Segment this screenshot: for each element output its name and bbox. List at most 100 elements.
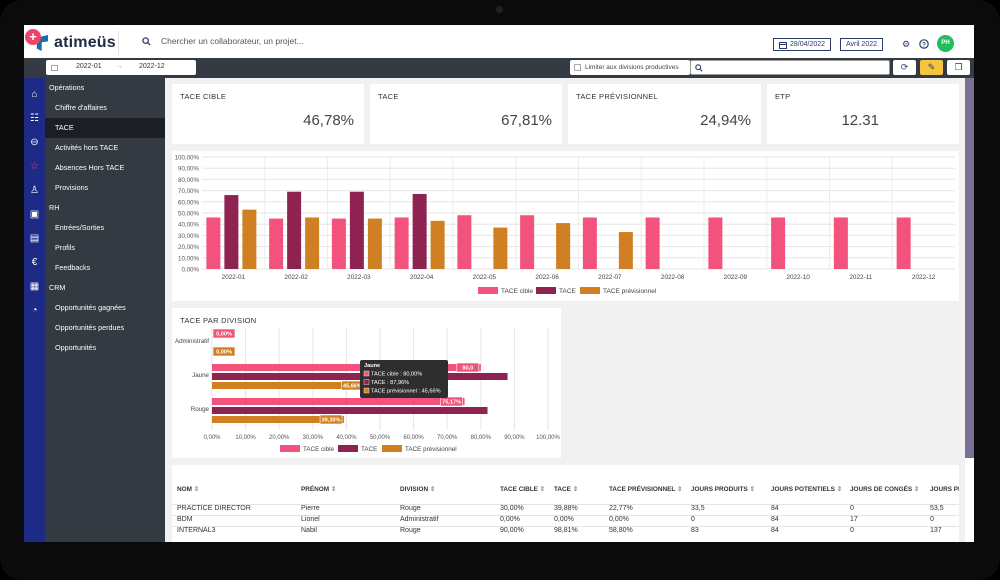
bar-cible[interactable] <box>833 217 848 269</box>
avatar[interactable]: PH <box>937 35 954 52</box>
column-header[interactable]: JOURS PRODUITS ⇕ <box>691 485 755 493</box>
tooltip-swatch <box>363 379 370 385</box>
table-cell[interactable]: BDM <box>177 516 193 523</box>
bar-cible[interactable] <box>394 217 409 269</box>
y-tick-label: 50,00% <box>178 211 199 218</box>
menu-item[interactable]: Opportunités perdues <box>55 323 125 332</box>
logo[interactable]: atimeüs <box>34 34 116 52</box>
bar-tace[interactable] <box>287 191 302 269</box>
bar-cible[interactable] <box>645 217 660 269</box>
column-header[interactable]: TACE CIBLE ⇕ <box>500 485 545 493</box>
table-cell: 0,00% <box>500 516 520 523</box>
legend-label[interactable]: TACE cible <box>303 446 335 453</box>
bar-cible[interactable] <box>896 217 911 269</box>
bar-prev[interactable] <box>305 217 320 269</box>
limit-productive-checkbox[interactable]: Limiter aux divisions productives <box>570 60 690 75</box>
date-button[interactable]: 28/04/2022 <box>773 38 832 51</box>
legend-label[interactable]: TACE <box>361 446 377 453</box>
bar-prev[interactable] <box>493 227 508 269</box>
column-header[interactable]: PRÉNOM ⇕ <box>301 485 336 493</box>
add-button[interactable]: + <box>25 29 41 45</box>
bar-cible[interactable] <box>212 398 465 405</box>
scrollbar[interactable] <box>965 78 974 458</box>
bar-tace[interactable] <box>224 195 239 269</box>
duplicate-button[interactable]: ❐ <box>947 60 970 75</box>
edit-button[interactable]: ✎ <box>920 60 943 75</box>
row-divider <box>172 526 959 527</box>
home-icon[interactable]: ⌂ <box>31 89 38 100</box>
person-icon[interactable]: ♙ <box>30 185 39 196</box>
x-tick-label: 0,00% <box>203 435 221 441</box>
legend-label[interactable]: TACE prévisionnel <box>603 288 657 295</box>
bar-prev[interactable] <box>618 232 633 269</box>
data-label: 45,66% <box>343 384 362 390</box>
column-header[interactable]: JOURS PR ⇕ <box>930 485 959 493</box>
column-header[interactable]: JOURS DE CONGÉS ⇕ <box>850 485 919 493</box>
menu-item[interactable]: Feedbacks <box>55 263 91 272</box>
menu-section: CRM <box>49 283 66 292</box>
box-icon[interactable]: ▣ <box>29 209 40 220</box>
bar-cible[interactable] <box>331 218 346 269</box>
column-header[interactable]: NOM ⇕ <box>177 485 199 493</box>
filter-search-input[interactable] <box>690 60 890 75</box>
table-cell[interactable]: PRACTICE DIRECTOR <box>177 505 251 512</box>
menu-item[interactable]: Absences Hors TACE <box>55 163 125 172</box>
arrow-left-circle-icon[interactable]: ⊖ <box>30 137 39 148</box>
bar-tace[interactable] <box>412 193 427 269</box>
column-header[interactable]: TACE PRÉVISIONNEL ⇕ <box>609 485 682 493</box>
list-icon[interactable]: ☷ <box>30 113 39 124</box>
bar-cible[interactable] <box>582 217 597 269</box>
calendar-icon[interactable]: ▦ <box>29 281 40 292</box>
help-icon[interactable]: ? <box>919 39 929 49</box>
refresh-button[interactable]: ⟳ <box>893 60 916 75</box>
menu-item[interactable]: Activités hors TACE <box>55 143 119 152</box>
bar-cible[interactable] <box>212 364 481 371</box>
x-tick-label: 70,00% <box>437 435 458 441</box>
bar-cible[interactable] <box>269 218 284 269</box>
x-tick-label: 2022-06 <box>535 274 559 281</box>
y-tick-label: Administratif <box>175 338 209 345</box>
date-range-picker[interactable]: 2022-01 → 2022-12 <box>46 60 196 75</box>
legend-label[interactable]: TACE cible <box>501 288 533 295</box>
bar-prev[interactable] <box>212 416 345 423</box>
pie-chart-icon[interactable]: ◔ <box>31 305 38 316</box>
legend-label[interactable]: TACE <box>559 288 577 295</box>
star-icon[interactable]: ☆ <box>30 161 39 172</box>
period-button[interactable]: Avril 2022 <box>840 38 884 51</box>
kpi-card-tace-cible: TACE CIBLE 46,78% <box>172 84 364 144</box>
checkbox-box[interactable] <box>574 64 581 71</box>
bar-prev[interactable] <box>430 220 445 269</box>
menu-item[interactable]: Provisions <box>55 183 89 192</box>
y-tick-label: 60,00% <box>178 199 199 206</box>
bar-cible[interactable] <box>771 217 786 269</box>
menu-item[interactable]: Entrées/Sorties <box>55 223 105 232</box>
bar-tace[interactable] <box>212 407 488 414</box>
global-search[interactable]: Chercher un collaborateur, un projet... <box>142 36 304 46</box>
menu-item[interactable]: TACE <box>45 118 165 138</box>
bar-cible[interactable] <box>520 215 535 269</box>
bar-prev[interactable] <box>212 382 366 389</box>
legend-label[interactable]: TACE prévisionnel <box>405 446 457 453</box>
id-card-icon[interactable]: ▤ <box>29 233 40 244</box>
menu-item[interactable]: Opportunités gagnées <box>55 303 126 312</box>
column-header[interactable]: DIVISION ⇕ <box>400 485 435 493</box>
column-header[interactable]: TACE ⇕ <box>554 485 578 493</box>
bar-tace[interactable] <box>349 191 364 269</box>
bar-prev[interactable] <box>367 218 382 269</box>
sort-icon: ⇕ <box>747 486 755 493</box>
sort-icon: ⇕ <box>570 486 579 493</box>
bar-cible[interactable] <box>708 217 723 269</box>
menu-item[interactable]: Chiffre d'affaires <box>55 103 107 112</box>
menu-item[interactable]: Profils <box>55 243 75 252</box>
menu-item[interactable]: Opportunités <box>55 343 97 352</box>
bar-prev[interactable] <box>242 209 257 269</box>
column-header[interactable]: JOURS POTENTIELS ⇕ <box>771 485 842 493</box>
euro-icon[interactable]: € <box>31 257 38 268</box>
bar-tace[interactable] <box>212 373 508 380</box>
table-cell[interactable]: INTERNAL3 <box>177 527 216 534</box>
bar-prev[interactable] <box>556 223 571 269</box>
bar-cible[interactable] <box>206 217 221 269</box>
settings-icon[interactable]: ⚙ <box>901 39 911 49</box>
column-header-label: JOURS DE CONGÉS <box>850 486 913 493</box>
bar-cible[interactable] <box>457 215 472 269</box>
